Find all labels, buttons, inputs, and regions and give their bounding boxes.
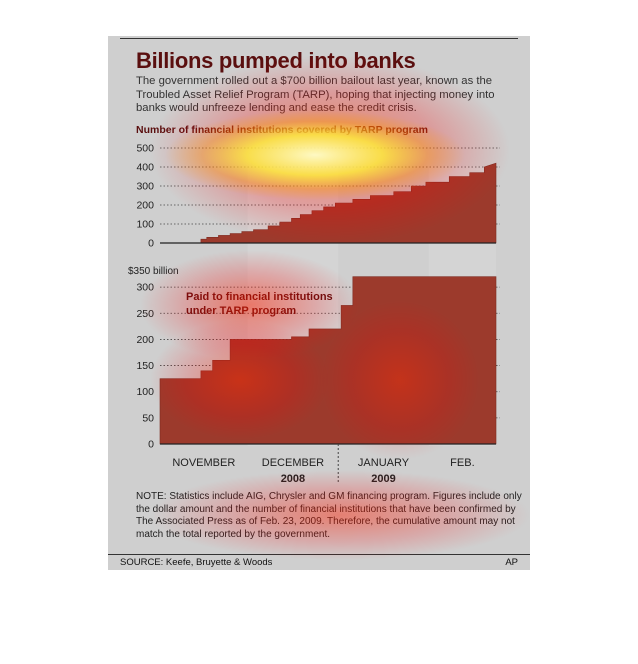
month-label: DECEMBER [262,457,324,469]
top-rule [120,38,518,39]
chart1-y-tick-label: 300 [136,181,154,193]
chart1-y-tick-label: 0 [148,238,154,250]
month-label: JANUARY [358,457,410,469]
month-label: FEB. [450,457,474,469]
chart2-y-tick-label: 150 [136,360,154,372]
chart2-series-label: Paid to financial institutions [186,291,333,303]
agency-credit: AP [505,557,518,568]
chart1-y-tick-label: 400 [136,162,154,174]
chart2-unit-label: $350 billion [128,266,179,277]
infographic-card: Billions pumped into banks The governmen… [108,36,530,570]
year-label: 2008 [281,473,305,485]
note-text: NOTE: Statistics include AIG, Chrysler a… [136,491,522,540]
chart2-y-tick-label: 100 [136,386,154,398]
chart2-y-tick-label: 250 [136,308,154,320]
chart-canvas: 0 100 200 300 400 500 0 50 100 150 200 250 300 $350 b… [128,143,500,485]
year-label: 2009 [371,473,395,485]
bottom-rule [108,554,530,555]
source-credit: SOURCE: Keefe, Bruyette & Woods [120,557,273,568]
chart1-y-tick-label: 500 [136,143,154,155]
chart1-y-tick-label: 100 [136,219,154,231]
chart2-y-tick-label: 300 [136,282,154,294]
month-label: NOVEMBER [172,457,235,469]
chart2-series-label: under TARP program [186,305,296,317]
chart2-y-tick-label: 50 [142,412,154,424]
chart2-y-tick-label: 0 [148,439,154,451]
chart2-y-tick-label: 200 [136,334,154,346]
chart1-y-tick-label: 200 [136,200,154,212]
